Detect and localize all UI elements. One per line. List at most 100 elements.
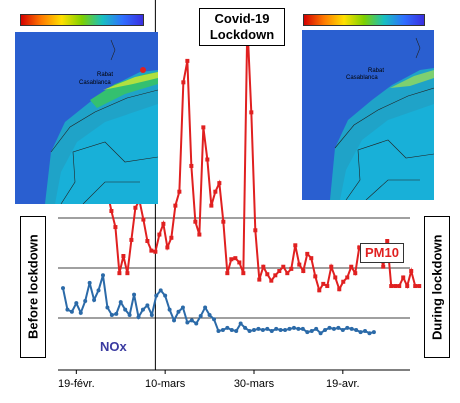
nox-point <box>74 301 79 306</box>
pm10-point <box>273 273 278 278</box>
nox-point <box>229 327 234 332</box>
nox-point <box>100 273 105 278</box>
nox-point <box>65 307 70 312</box>
nox-point <box>358 330 363 335</box>
covid-label-line1: Covid-19 <box>214 11 270 26</box>
pm10-point <box>153 249 158 254</box>
pm10-point <box>169 235 174 240</box>
nox-point <box>247 329 252 334</box>
map-during-image <box>302 30 434 200</box>
nox-point <box>136 315 141 320</box>
pm10-point <box>149 248 154 253</box>
city-casablanca: Casablanca <box>346 75 378 81</box>
pm10-point <box>417 284 422 289</box>
pm10-point <box>317 288 322 293</box>
pm10-point <box>225 271 230 276</box>
nox-point <box>172 318 177 323</box>
pm10-point <box>185 58 190 63</box>
covid-lockdown-label: Covid-19 Lockdown <box>199 8 285 46</box>
pm10-point <box>249 110 254 115</box>
nox-point <box>349 326 354 331</box>
pm10-point <box>221 219 226 224</box>
pm10-point <box>193 219 198 224</box>
pm10-point <box>229 257 234 262</box>
pm10-point <box>293 243 298 248</box>
covid-label-line2: Lockdown <box>209 27 275 42</box>
nox-point <box>256 326 261 331</box>
nox-point <box>149 312 154 317</box>
nox-point <box>336 325 341 330</box>
pm10-point <box>113 225 118 230</box>
pm10-point <box>157 232 162 237</box>
pm10-point <box>121 254 126 259</box>
nox-point <box>127 312 132 317</box>
pm10-point <box>233 256 238 261</box>
nox-point <box>105 305 110 310</box>
pm10-point <box>345 275 350 280</box>
pm10-point <box>161 221 166 226</box>
city-casablanca: Casablanca <box>79 80 111 86</box>
nox-point <box>265 326 270 331</box>
nox-point <box>194 321 199 326</box>
nox-point <box>274 326 279 331</box>
nox-point <box>109 312 114 317</box>
pm10-point <box>397 284 402 289</box>
pm10-point <box>413 284 418 289</box>
nox-point <box>189 318 194 323</box>
pm10-point <box>257 277 262 282</box>
nox-point <box>83 299 88 304</box>
nox-point <box>114 311 119 316</box>
pm10-point <box>305 251 310 256</box>
pm10-point <box>353 271 358 276</box>
nox-point <box>251 327 256 332</box>
nox-point <box>207 312 212 317</box>
nox-point <box>69 309 74 314</box>
pm10-point <box>333 275 338 280</box>
nox-point <box>340 327 345 332</box>
pm10-series-label: PM10 <box>360 243 404 263</box>
nox-point <box>291 325 296 330</box>
nox-point <box>327 325 332 330</box>
pm10-point <box>181 80 186 85</box>
pm10-point <box>205 157 210 162</box>
before-lockdown-label: Before lockdown <box>20 216 46 358</box>
pm10-point <box>201 125 206 130</box>
during-lockdown-label: During lockdown <box>424 216 450 358</box>
nox-point <box>354 327 359 332</box>
pm10-point <box>261 264 266 269</box>
pm10-point <box>165 245 170 250</box>
nox-point <box>309 329 314 334</box>
nox-point <box>363 329 368 334</box>
pm10-point <box>177 189 182 194</box>
pm10-point <box>393 284 398 289</box>
nox-point <box>87 280 92 285</box>
nox-point <box>238 321 243 326</box>
pm10-point <box>381 264 386 269</box>
pm10-point <box>217 181 222 186</box>
pm10-point <box>313 274 318 279</box>
nox-point <box>154 293 159 298</box>
pm10-point <box>269 278 274 283</box>
pm10-point <box>173 203 178 208</box>
pm10-point <box>329 264 334 269</box>
map-during-lockdown: Rabat Casablanca <box>302 30 434 200</box>
pm10-point <box>309 256 314 261</box>
nox-point <box>287 326 292 331</box>
nox-point <box>212 317 217 322</box>
nox-point <box>61 286 65 291</box>
nox-point <box>180 305 185 310</box>
pm10-point <box>281 264 286 269</box>
nox-point <box>305 330 310 335</box>
nox-point <box>118 300 123 305</box>
nox-point <box>96 288 101 293</box>
pm10-point <box>401 275 406 280</box>
map-before-lockdown: Rabat Casablanca <box>15 32 158 204</box>
pm10-point <box>277 269 282 274</box>
pm10-point <box>117 271 122 276</box>
pm10-point <box>405 284 410 289</box>
pm10-point <box>341 279 346 284</box>
nox-point <box>300 326 305 331</box>
map-before-image <box>15 32 158 204</box>
pm10-point <box>237 260 242 265</box>
colorbar-during <box>303 14 425 26</box>
